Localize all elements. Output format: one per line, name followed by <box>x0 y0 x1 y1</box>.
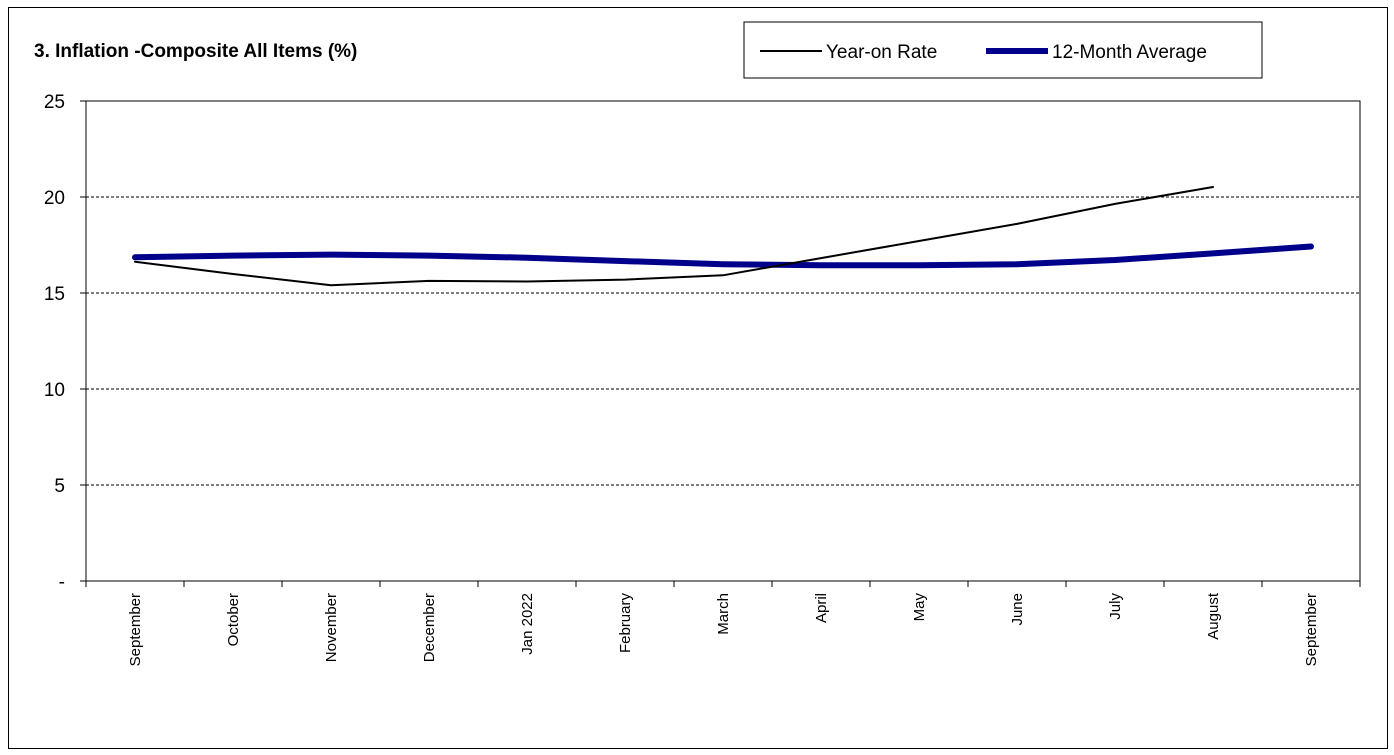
legend-label-year-on-rate: Year-on Rate <box>826 42 937 63</box>
x-tick-labels: September October November December Jan 2022… <box>127 592 1320 666</box>
x-tick-label: July <box>1107 593 1124 620</box>
x-tick-label: February <box>617 593 634 654</box>
x-tick-label: June <box>1009 593 1026 626</box>
plot-area-border <box>85 100 1361 582</box>
axes <box>80 100 1361 587</box>
y-tick-label: 25 <box>44 92 65 113</box>
y-tick-label: 10 <box>44 380 65 401</box>
chart-frame: 3. Inflation -Composite All Items (%) Ye… <box>8 7 1388 749</box>
y-tick-label: 20 <box>44 188 65 209</box>
x-tick-label: May <box>911 593 928 622</box>
x-tick-label: October <box>225 593 242 646</box>
chart-title: 3. Inflation -Composite All Items (%) <box>34 41 357 62</box>
x-tick-label: August <box>1205 592 1222 640</box>
x-tick-label: September <box>127 593 144 666</box>
y-tick-label: 5 <box>54 476 65 497</box>
x-tick-label: September <box>1303 593 1320 666</box>
series-line-12-month-average <box>132 243 1314 269</box>
legend-label-12-month-average: 12-Month Average <box>1052 42 1207 63</box>
y-tick-labels: - 5 10 15 20 25 <box>44 92 65 593</box>
x-tick-label: November <box>323 593 340 662</box>
grid-lines <box>86 196 1360 486</box>
x-tick-label: March <box>715 593 732 635</box>
y-tick-label: - <box>59 572 65 593</box>
x-tick-label: April <box>813 593 830 623</box>
series-lines <box>132 186 1314 287</box>
chart-svg: 3. Inflation -Composite All Items (%) Ye… <box>34 21 1361 666</box>
legend: Year-on Rate 12-Month Average <box>743 21 1263 79</box>
y-tick-label: 15 <box>44 284 65 305</box>
series-line-year-on-rate <box>134 186 1214 287</box>
x-tick-label: December <box>421 593 438 662</box>
x-tick-label: Jan 2022 <box>519 593 536 655</box>
